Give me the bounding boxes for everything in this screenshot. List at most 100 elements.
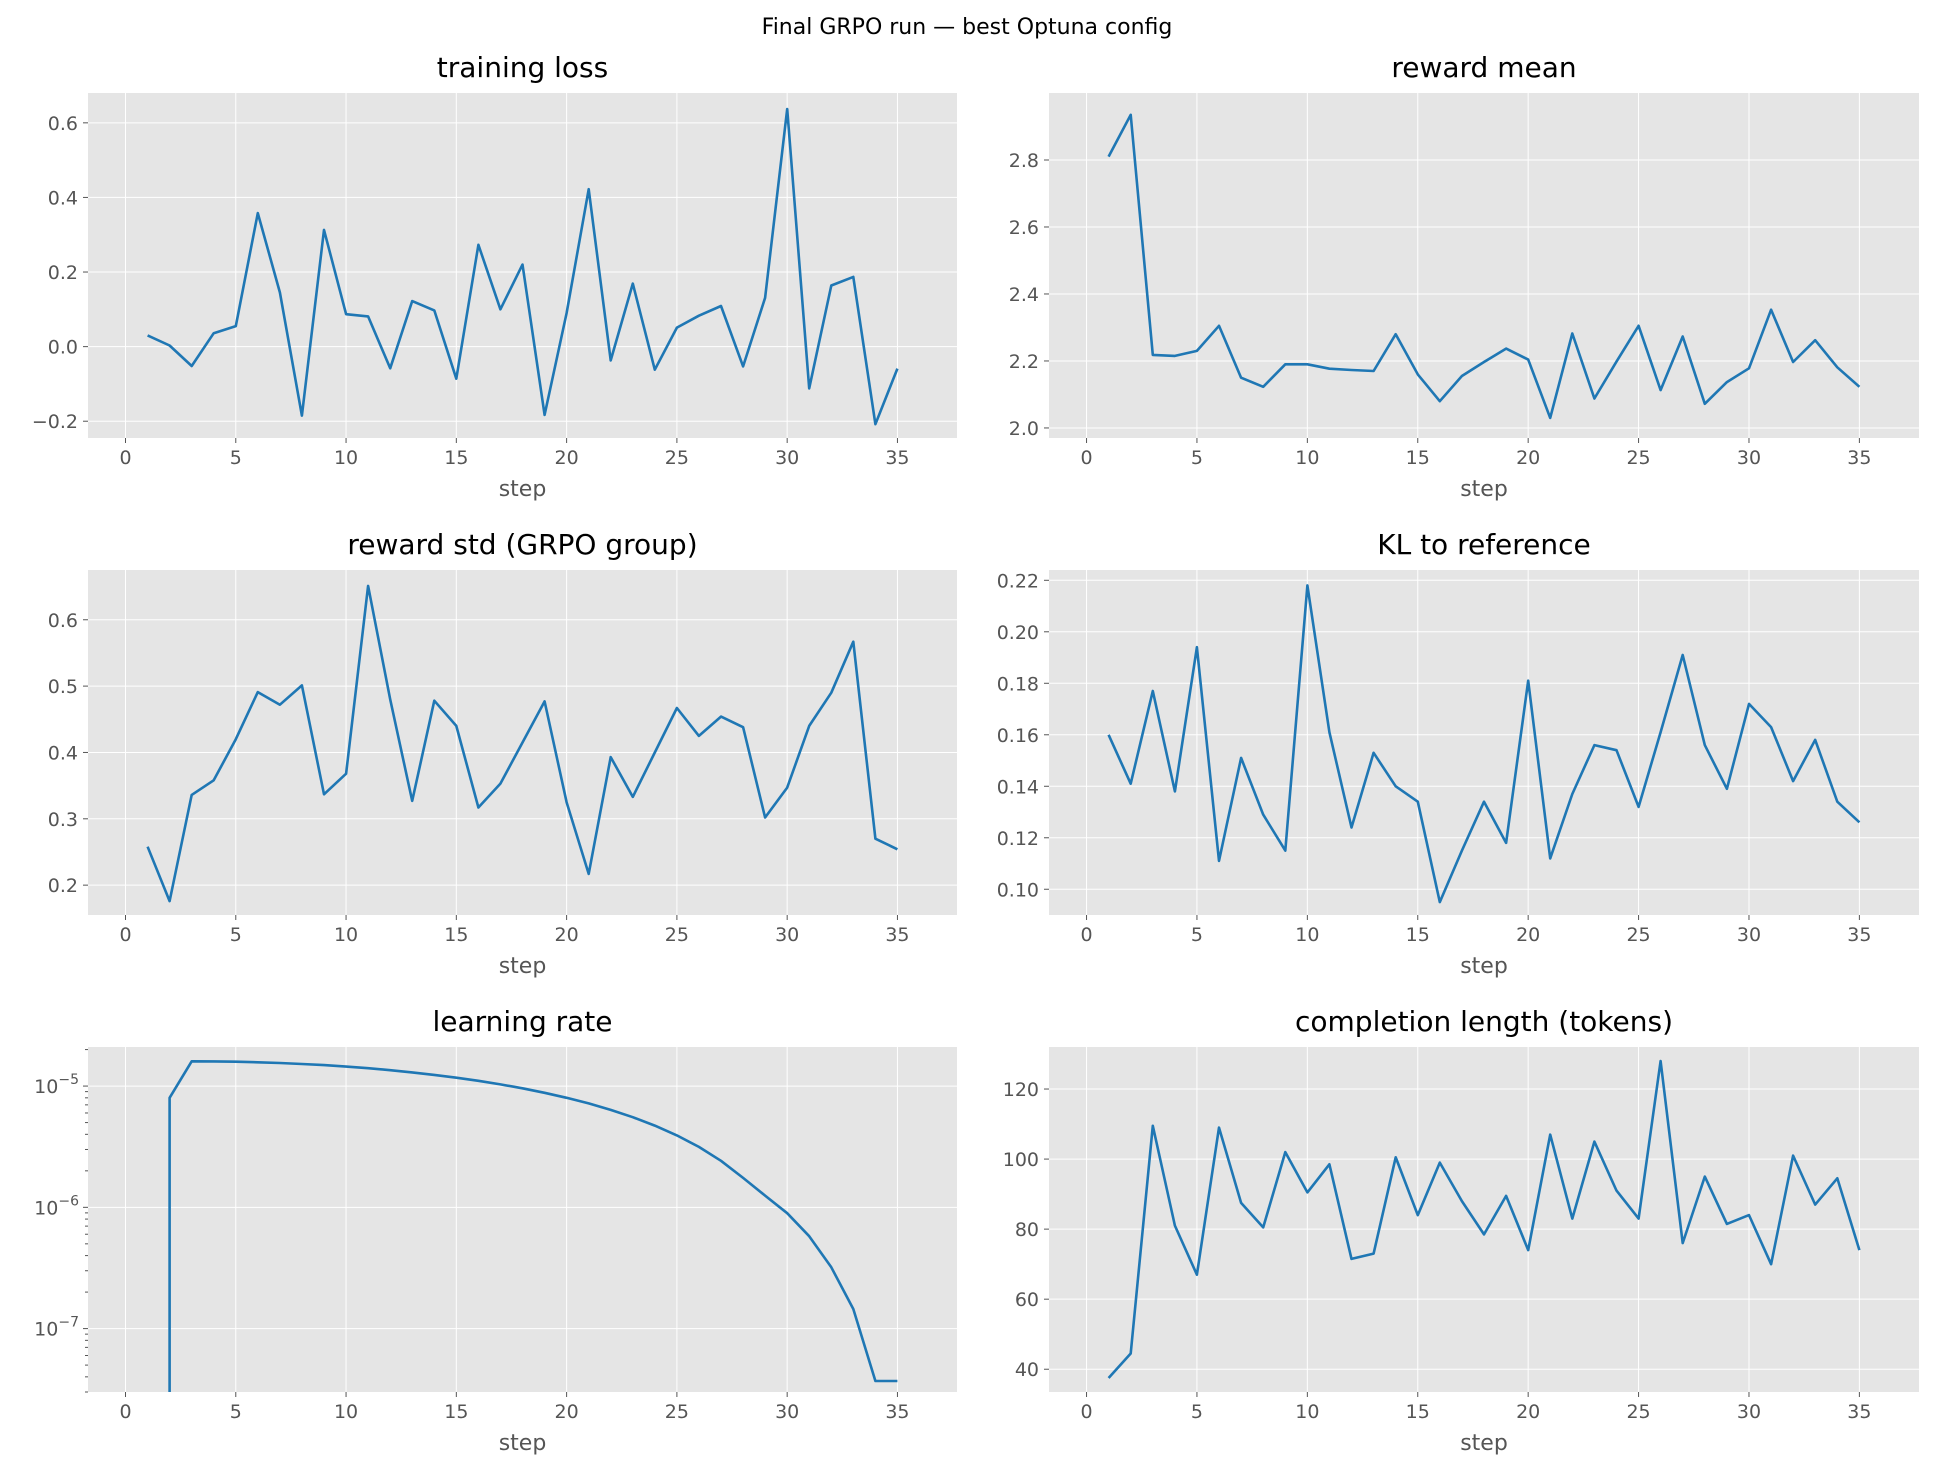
x-axis-label: step xyxy=(1460,1431,1508,1456)
series-line xyxy=(1107,113,1861,420)
x-tick-label: 0 xyxy=(119,1401,131,1423)
chart-training-loss: training loss 0 5 10 15 20 25 30 35 −0.2 0.0 0.2 0.4… xyxy=(32,51,957,502)
x-tick-label: 10 xyxy=(1295,447,1319,469)
y-tick-label: 0.2 xyxy=(48,875,78,897)
x-tick-label: 5 xyxy=(230,924,242,946)
x-tick-label: 10 xyxy=(1295,924,1319,946)
y-tick-label: 120 xyxy=(1003,1079,1039,1101)
x-tick-label: 35 xyxy=(885,447,909,469)
chart-title: reward std (GRPO group) xyxy=(347,528,697,561)
y-tick-label: 0.4 xyxy=(48,742,78,764)
chart-title: completion length (tokens) xyxy=(1295,1005,1673,1038)
chart-reward-std-grpo-group: reward std (GRPO group) 0 5 10 15 20 25 30 35 0.2… xyxy=(48,528,957,979)
y-tick-label: 2.0 xyxy=(1009,418,1039,440)
y-tick-label: 0.20 xyxy=(997,622,1039,644)
y-tick-label: 0.18 xyxy=(997,673,1039,695)
chart-completion-length-tokens: completion length (tokens) 0 5 10 15 20 25 30 35… xyxy=(1003,1005,1919,1456)
x-tick-label: 25 xyxy=(1626,1401,1650,1423)
x-tick-label: 35 xyxy=(885,924,909,946)
plot-area xyxy=(88,1047,957,1392)
series-line xyxy=(1107,584,1861,904)
y-tick-label: 40 xyxy=(1015,1359,1039,1381)
series-line xyxy=(1107,1059,1861,1379)
x-tick-label: 10 xyxy=(334,447,358,469)
x-tick-label: 0 xyxy=(119,924,131,946)
x-tick-label: 20 xyxy=(1516,1401,1540,1423)
x-tick-label: 20 xyxy=(555,1401,579,1423)
x-tick-label: 30 xyxy=(1737,924,1761,946)
y-tick-label: 0.0 xyxy=(48,337,78,359)
y-tick-label: 0.10 xyxy=(997,879,1039,901)
y-tick-label: 60 xyxy=(1015,1289,1039,1311)
x-tick-label: 5 xyxy=(1191,924,1203,946)
x-tick-label: 15 xyxy=(444,1401,468,1423)
chart-kl-to-reference: KL to reference 0 5 10 15 20 25 30 35 0.10 0.12 0.1… xyxy=(997,528,1919,979)
x-tick-label: 30 xyxy=(1737,447,1761,469)
x-tick-label: 20 xyxy=(1516,924,1540,946)
y-tick-label: 0.12 xyxy=(997,828,1039,850)
chart-title: training loss xyxy=(437,51,608,84)
x-tick-label: 20 xyxy=(555,924,579,946)
chart-title: KL to reference xyxy=(1377,528,1591,561)
y-tick-label: 0.3 xyxy=(48,809,78,831)
x-tick-label: 5 xyxy=(230,447,242,469)
x-axis-label: step xyxy=(499,477,547,502)
plot-area xyxy=(1049,93,1919,438)
x-tick-label: 25 xyxy=(1626,924,1650,946)
x-tick-label: 25 xyxy=(665,1401,689,1423)
x-tick-label: 20 xyxy=(555,447,579,469)
x-tick-label: 10 xyxy=(334,1401,358,1423)
chart-reward-mean: reward mean 0 5 10 15 20 25 30 35 2.0 2.2 2.4 2.6 2.8… xyxy=(1009,51,1919,502)
x-tick-label: 15 xyxy=(1406,924,1430,946)
y-tick-label: 2.8 xyxy=(1009,150,1039,172)
y-tick-label: 0.2 xyxy=(48,262,78,284)
x-tick-label: 10 xyxy=(1295,1401,1319,1423)
x-tick-label: 5 xyxy=(1191,1401,1203,1423)
x-tick-label: 35 xyxy=(1847,447,1871,469)
y-tick-label: 0.6 xyxy=(48,113,78,135)
x-axis-label: step xyxy=(1460,954,1508,979)
series-line xyxy=(147,107,899,426)
y-tick-label: 10−6 xyxy=(34,1193,79,1219)
x-tick-label: 25 xyxy=(1626,447,1650,469)
x-tick-label: 15 xyxy=(1406,1401,1430,1423)
x-tick-label: 25 xyxy=(665,924,689,946)
chart-title: learning rate xyxy=(432,1005,612,1038)
plot-area xyxy=(1049,570,1919,915)
y-tick-label: 10−5 xyxy=(34,1072,79,1098)
y-tick-label: 0.4 xyxy=(48,187,78,209)
x-tick-label: 35 xyxy=(885,1401,909,1423)
x-tick-label: 30 xyxy=(775,1401,799,1423)
x-axis-label: step xyxy=(499,954,547,979)
x-tick-label: 35 xyxy=(1847,1401,1871,1423)
x-tick-label: 10 xyxy=(334,924,358,946)
chart-learning-rate: learning rate 0 5 10 15 20 25 30 35 10−7 10−6 10−5 s… xyxy=(34,1005,957,1456)
y-tick-label: 2.6 xyxy=(1009,217,1039,239)
x-tick-label: 5 xyxy=(1191,447,1203,469)
x-tick-label: 0 xyxy=(1080,1401,1092,1423)
plot-area xyxy=(1049,1047,1919,1392)
series-line xyxy=(168,1060,898,1392)
figure-title: Final GRPO run — best Optuna config xyxy=(762,15,1173,40)
x-axis-label: step xyxy=(1460,477,1508,502)
x-tick-label: 30 xyxy=(1737,1401,1761,1423)
y-tick-label: 10−7 xyxy=(34,1315,79,1341)
x-tick-label: 25 xyxy=(665,447,689,469)
x-tick-label: 0 xyxy=(1080,924,1092,946)
x-axis-label: step xyxy=(499,1431,547,1456)
y-tick-label: 2.2 xyxy=(1009,351,1039,373)
y-tick-label: 0.22 xyxy=(997,570,1039,592)
x-tick-label: 15 xyxy=(444,447,468,469)
y-tick-label: 2.4 xyxy=(1009,284,1039,306)
x-tick-label: 35 xyxy=(1847,924,1871,946)
x-tick-label: 0 xyxy=(119,447,131,469)
y-tick-label: 0.6 xyxy=(48,610,78,632)
y-tick-label: −0.2 xyxy=(32,411,78,433)
y-tick-label: 80 xyxy=(1015,1219,1039,1241)
x-tick-label: 30 xyxy=(775,924,799,946)
x-tick-label: 0 xyxy=(1080,447,1092,469)
x-tick-label: 5 xyxy=(230,1401,242,1423)
y-tick-label: 0.14 xyxy=(997,776,1039,798)
x-tick-label: 15 xyxy=(444,924,468,946)
